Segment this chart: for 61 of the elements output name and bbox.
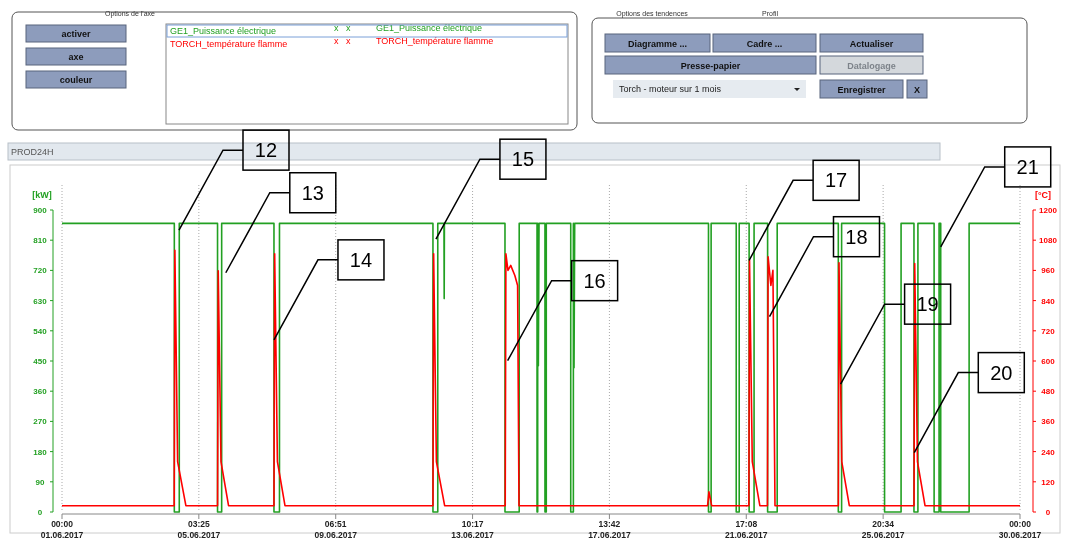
x-tick-label: 03:25 05.06.2017 (177, 519, 221, 540)
text: x (346, 36, 351, 46)
annotation: 21 (1016, 155, 1039, 178)
text: TORCH_température flamme (170, 39, 288, 49)
y2-tick-label: 1080 (1039, 236, 1058, 246)
y2-tick-label: 120 (1041, 477, 1056, 487)
y-axis-title: [kW] (32, 190, 52, 200)
y-tick-label: 720 (33, 266, 48, 276)
y-tick-label: 900 (33, 206, 48, 215)
x-tick-label: 17:08 21.06.2017 (725, 519, 768, 540)
y2-tick-label: 480 (1041, 387, 1056, 397)
text: Diagramme ... (627, 38, 688, 49)
text: Datalogage (847, 60, 896, 71)
text: Actualiser (849, 38, 894, 49)
x-tick-label: 00:00 30.06.2017 (998, 519, 1042, 540)
text: X (913, 84, 921, 95)
y-tick-label: 270 (33, 417, 48, 427)
text: Presse-papier (680, 60, 741, 71)
text: activer (61, 29, 91, 39)
annotation: 17 (824, 169, 848, 192)
text: Enregistrer (837, 84, 886, 95)
annotation: 12 (254, 139, 278, 162)
annotation: 14 (349, 248, 373, 271)
y2-tick-label: 600 (1041, 357, 1056, 366)
y-tick-label: 630 (33, 296, 48, 306)
text: x (334, 36, 339, 46)
text: GE1_Puissance électrique (170, 26, 277, 36)
x-tick-label: 10:17 13.06.2017 (451, 519, 495, 540)
text: axe (68, 52, 84, 62)
y2-tick-label: 240 (1041, 447, 1056, 457)
y-tick-label: 360 (33, 387, 48, 397)
x-tick-label: 06:51 09.06.2017 (314, 519, 358, 540)
annotation: 20 (990, 361, 1013, 384)
text: x (334, 23, 339, 33)
annotation: 13 (301, 181, 324, 204)
y2-tick-label: 840 (1041, 296, 1056, 306)
text: couleur (59, 75, 93, 85)
annotation: 16 (583, 269, 606, 292)
y-tick-label: 90 (35, 477, 45, 487)
text: Torch - moteur sur 1 mois (619, 84, 722, 94)
y2-axis-title: [°C] (1034, 190, 1052, 200)
y-tick-label: 180 (33, 447, 48, 457)
text: Cadre ... (746, 38, 783, 49)
y2-tick-label: 360 (1041, 417, 1056, 427)
x-tick-label: 00:00 01.06.2017 (40, 519, 84, 540)
x-tick-label: 13:42 17.06.2017 (588, 519, 631, 540)
text: GE1_Puissance électrique (376, 23, 483, 33)
y2-tick-label: 0 (1045, 508, 1051, 517)
text: TORCH_température flamme (376, 36, 494, 46)
annotation: 18 (845, 225, 868, 248)
y2-tick-label: 720 (1041, 326, 1056, 336)
y-tick-label: 0 (37, 508, 43, 517)
x-tick-label: 20:34 25.06.2017 (861, 519, 905, 540)
annotation: 15 (511, 148, 535, 171)
y2-tick-label: 960 (1041, 266, 1056, 276)
y-tick-label: 450 (33, 357, 48, 366)
y-tick-label: 810 (33, 236, 48, 246)
y-tick-label: 540 (33, 326, 48, 336)
y2-tick-label: 1200 (1039, 206, 1058, 215)
text: x (346, 23, 351, 33)
text: PROD24H (11, 147, 54, 157)
